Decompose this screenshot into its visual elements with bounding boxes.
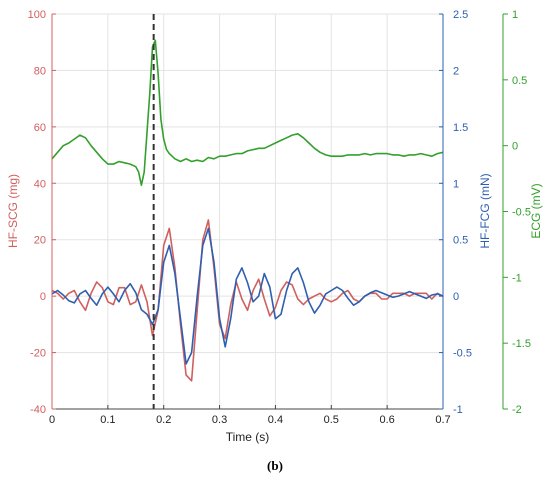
figure-caption: (b) — [267, 458, 283, 473]
scg-tick-label: 40 — [34, 178, 46, 190]
axes: 0 0.1 0.2 0.3 0.4 0.5 0.6 0.7-40-20020406080100… — [28, 9, 531, 426]
x-tick-label: 0.7 — [435, 414, 450, 426]
ecg-tick-label: 1 — [512, 9, 518, 21]
series-layer — [51, 39, 444, 382]
fcg-tick-label: 2 — [453, 65, 459, 77]
scg-axis-label: HF-SCG (mg) — [6, 174, 20, 248]
x-tick-label: 0.3 — [212, 414, 227, 426]
fcg-tick-label: 2.5 — [453, 9, 468, 21]
plot-area — [52, 14, 443, 409]
grid — [51, 13, 444, 410]
x-tick-label: 0.5 — [324, 414, 339, 426]
scg-tick-label: 100 — [28, 9, 46, 21]
ecg-tick-label: 0 — [512, 141, 518, 153]
ecg-tick-label: -0.5 — [512, 207, 531, 219]
x-tick-label: 0.2 — [156, 414, 171, 426]
ecg-series-line — [51, 39, 444, 186]
fcg-tick-label: 1.5 — [453, 122, 468, 134]
ecg-tick-label: -1 — [512, 272, 522, 284]
scg-tick-label: -40 — [30, 404, 46, 416]
fcg-tick-label: 1 — [453, 178, 459, 190]
ecg-tick-label: -2 — [512, 404, 522, 416]
fcg-series-line — [51, 227, 444, 365]
x-axis-label: Time (s) — [226, 430, 270, 444]
ecg-tick-label: -1.5 — [512, 338, 531, 350]
x-tick-label: 0 — [49, 414, 55, 426]
scg-tick-label: 60 — [34, 122, 46, 134]
fcg-tick-label: 0.5 — [453, 235, 468, 247]
scg-series-line — [51, 219, 444, 382]
scg-tick-label: 80 — [34, 65, 46, 77]
x-tick-label: 0.4 — [268, 414, 283, 426]
scg-tick-label: 0 — [40, 291, 46, 303]
x-tick-label: 0.6 — [379, 414, 394, 426]
ecg-axis-label: ECG (mV) — [529, 183, 543, 238]
fcg-tick-label: -1 — [453, 404, 463, 416]
fcg-axis-label: HF-FCG (mN) — [478, 173, 492, 248]
fcg-tick-label: -0.5 — [453, 348, 472, 360]
x-tick-label: 0.1 — [100, 414, 115, 426]
scg-tick-label: -20 — [30, 348, 46, 360]
scg-tick-label: 20 — [34, 235, 46, 247]
fcg-tick-label: 0 — [453, 291, 459, 303]
ecg-tick-label: 0.5 — [512, 75, 527, 87]
